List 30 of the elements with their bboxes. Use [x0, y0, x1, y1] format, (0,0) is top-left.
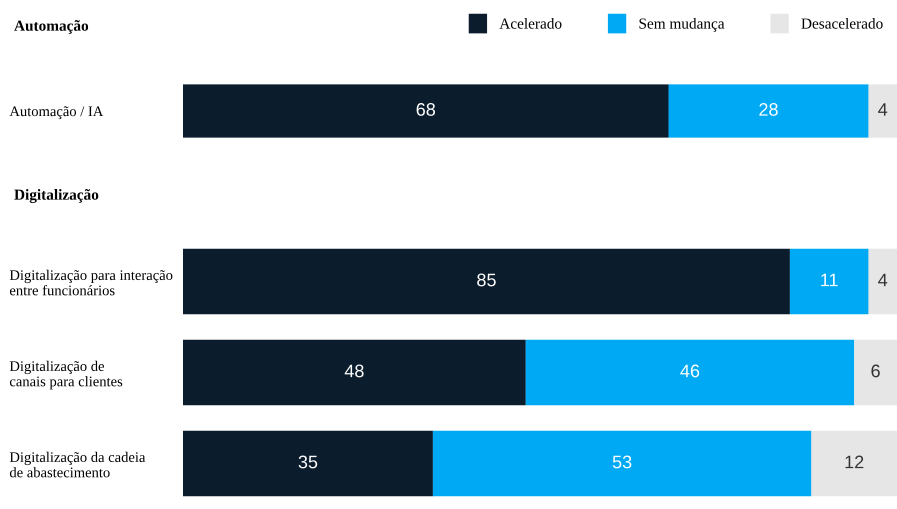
data-label: 4: [878, 103, 888, 116]
text: Digitalização: [14, 189, 98, 203]
legend-label: Desacelerado: [801, 18, 883, 29]
y-tick-label: Digitalização de canais para clientes: [10, 360, 122, 390]
data-label: 85: [477, 274, 496, 286]
bar: [432, 430, 812, 496]
data-label: 53: [612, 456, 632, 468]
legend-label: Sem mudança: [639, 18, 724, 32]
bar: [811, 430, 897, 496]
text: Automação: [14, 20, 88, 34]
bar: [790, 248, 868, 314]
y-tick-label: Digitalização para interação entre funcionários: [10, 270, 172, 296]
data-label: 48: [344, 364, 364, 378]
bar: [183, 430, 433, 496]
data-label: 35: [298, 456, 318, 468]
bar: [183, 248, 790, 314]
bar: [183, 340, 526, 406]
bar: [868, 248, 897, 314]
bar: [526, 340, 854, 406]
data-label: 6: [871, 364, 880, 378]
y-tick-label: Automação / IA: [10, 106, 104, 120]
y-tick-label: Digitalização da cadeia de abastecimento: [10, 452, 146, 478]
data-label: 28: [759, 103, 778, 116]
data-label: 68: [416, 103, 436, 116]
data-label: 4: [878, 274, 888, 286]
data-label: 46: [680, 364, 700, 378]
legend-label: Acelerado: [499, 18, 562, 29]
bar: [854, 340, 897, 406]
data-label: 11: [821, 274, 838, 286]
data-label: 12: [845, 456, 864, 468]
